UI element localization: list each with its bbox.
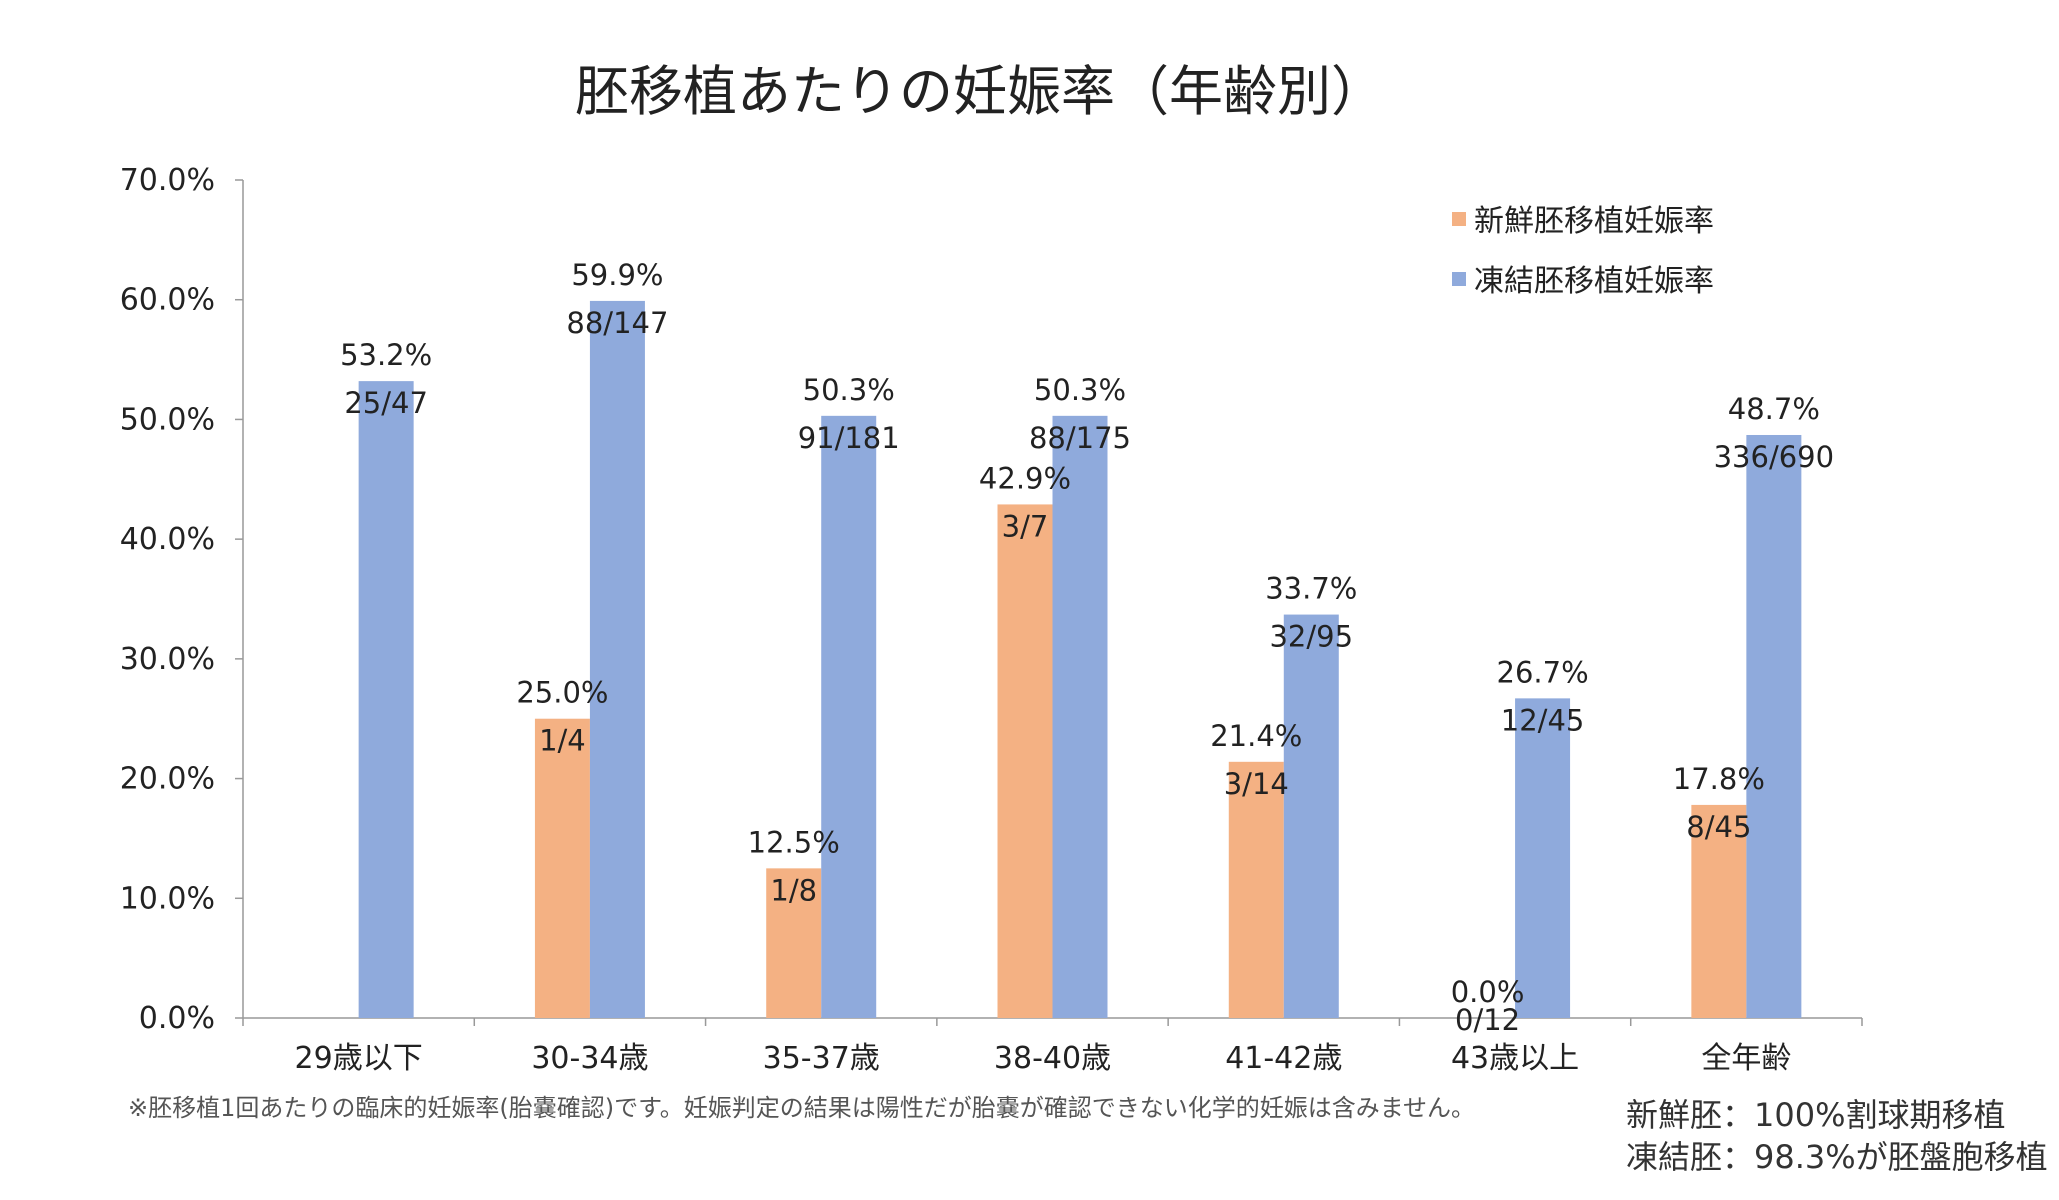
- chart-data-labels: 53.2% 25/47 25.0% 1/4 59.9% 88/147 12.5% 1/8 50.…: [340, 258, 1834, 1037]
- bar-frozen: [358, 381, 414, 1018]
- data-label-fresh-count: 8/45: [1686, 810, 1751, 844]
- data-label-frozen-count: 25/47: [344, 386, 428, 420]
- footnote: ※胚移植1回あたりの臨床的妊娠率(胎嚢確認)です。妊娠判定の結果は陽性だが胎嚢が…: [128, 1094, 1475, 1122]
- bar-fresh: [534, 718, 590, 1018]
- x-tick-label: 29歳以下: [295, 1041, 423, 1076]
- data-label-fresh-pct: 12.5%: [748, 825, 840, 859]
- note-frozen-embryo: 凍結胚：98.3%が胚盤胞移植: [1626, 1138, 2048, 1176]
- data-label-fresh-pct: 25.0%: [516, 676, 608, 710]
- x-tick-label: 38-40歳: [994, 1041, 1111, 1076]
- data-label-frozen-pct: 26.7%: [1497, 655, 1589, 689]
- data-label-fresh-count: 1/4: [539, 724, 586, 758]
- data-label-fresh-count: 3/7: [1002, 509, 1049, 543]
- data-label-fresh-pct: 42.9%: [979, 461, 1071, 495]
- y-tick-label: 60.0%: [120, 283, 215, 318]
- data-label-frozen-pct: 50.3%: [1034, 373, 1126, 407]
- y-tick-label: 20.0%: [120, 762, 215, 797]
- bar-frozen: [589, 300, 645, 1018]
- legend-swatch-frozen: [1452, 272, 1466, 286]
- data-label-fresh-count: 0/12: [1455, 1003, 1520, 1037]
- data-label-fresh-pct: 21.4%: [1210, 719, 1302, 753]
- x-tick-label: 30-34歳: [531, 1041, 648, 1076]
- data-label-frozen-count: 88/147: [566, 306, 668, 340]
- bar-frozen: [1052, 415, 1108, 1018]
- data-label-frozen-count: 91/181: [798, 421, 900, 455]
- legend-label-frozen: 凍結胚移植妊娠率: [1474, 264, 1714, 299]
- x-tick-label: 43歳以上: [1451, 1041, 1579, 1076]
- y-tick-label: 10.0%: [120, 881, 215, 916]
- data-label-frozen-count: 336/690: [1714, 440, 1834, 474]
- bar-fresh: [997, 504, 1053, 1018]
- data-label-fresh-count: 1/8: [770, 873, 817, 907]
- y-tick-label: 0.0%: [139, 1001, 215, 1036]
- chart-axes: 0.0% 10.0% 20.0% 30.0% 40.0% 50.0% 60.0% 70.0% 2…: [120, 163, 1863, 1076]
- bar-frozen: [821, 415, 877, 1018]
- data-label-frozen-pct: 59.9%: [571, 258, 663, 292]
- x-tick-label: 35-37歳: [763, 1041, 880, 1076]
- y-tick-label: 70.0%: [120, 163, 215, 198]
- x-tick-label: 41-42歳: [1225, 1041, 1342, 1076]
- data-label-frozen-count: 32/95: [1269, 620, 1353, 654]
- chart-title: 胚移植あたりの妊娠率（年齢別）: [575, 60, 1385, 123]
- bar-frozen: [1283, 614, 1339, 1018]
- data-label-fresh-count: 3/14: [1224, 767, 1289, 801]
- y-tick-label: 30.0%: [120, 642, 215, 677]
- y-tick-label: 40.0%: [120, 522, 215, 557]
- data-label-frozen-pct: 48.7%: [1728, 392, 1820, 426]
- data-label-fresh-pct: 17.8%: [1673, 762, 1765, 796]
- bar-fresh: [1691, 804, 1747, 1018]
- legend-swatch-fresh: [1452, 212, 1466, 226]
- bar-fresh: [1228, 761, 1284, 1018]
- data-label-frozen-pct: 33.7%: [1265, 572, 1357, 606]
- data-label-frozen-pct: 53.2%: [340, 338, 432, 372]
- data-label-frozen-pct: 50.3%: [803, 373, 895, 407]
- bar-frozen: [1515, 698, 1571, 1018]
- data-label-fresh-pct: 0.0%: [1451, 975, 1525, 1009]
- legend-label-fresh: 新鮮胚移植妊娠率: [1474, 204, 1714, 239]
- bar-fresh: [766, 868, 822, 1018]
- bar-frozen: [1746, 434, 1802, 1018]
- data-label-frozen-count: 88/175: [1029, 421, 1131, 455]
- y-tick-label: 50.0%: [120, 402, 215, 437]
- note-fresh-embryo: 新鮮胚：100%割球期移植: [1626, 1096, 2006, 1134]
- data-label-frozen-count: 12/45: [1501, 703, 1585, 737]
- x-tick-label: 全年齢: [1701, 1041, 1791, 1076]
- chart-bars: [358, 300, 1802, 1018]
